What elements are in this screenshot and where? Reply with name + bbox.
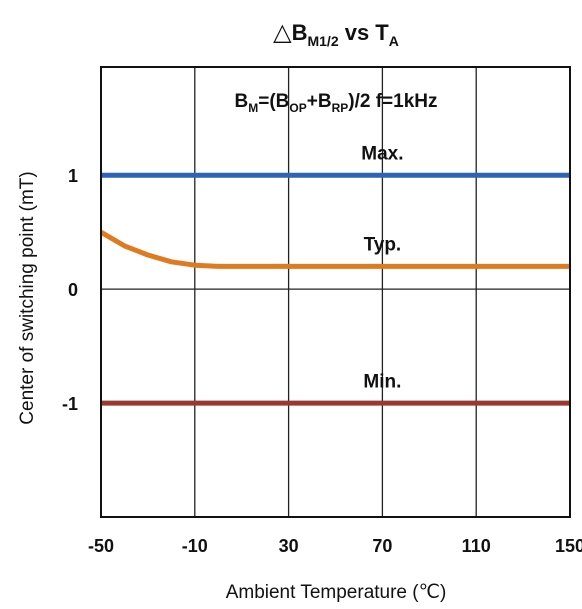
plot-frame <box>100 66 571 518</box>
formula-part: B <box>235 91 249 112</box>
series-label-typ: Typ. <box>364 235 402 256</box>
formula-part: OP <box>289 101 306 115</box>
formula-part: =(B <box>258 91 289 112</box>
series-label-max: Max. <box>361 143 403 164</box>
formula-annotation: BM=(BOP+BRP)/2 f=1kHz <box>235 91 438 115</box>
formula-part: +B <box>307 91 332 112</box>
formula-part: M <box>248 101 258 115</box>
y-tick-label: 1 <box>68 166 78 186</box>
x-tick-label: 70 <box>372 536 392 556</box>
x-tick-label: -10 <box>182 536 208 556</box>
x-tick-label: 30 <box>279 536 299 556</box>
formula-part: )/2 f=1kHz <box>348 91 437 112</box>
series-line-typ <box>99 230 570 269</box>
x-tick-label: -50 <box>88 536 114 556</box>
title-sub2: A <box>389 33 399 49</box>
title-mid: vs T <box>339 20 390 45</box>
chart-title: △BM1/2 vs TA <box>273 19 399 49</box>
title-main: B <box>292 20 308 45</box>
formula-part: RP <box>332 101 349 115</box>
grid-lines <box>101 67 570 517</box>
x-tick-label: 110 <box>462 536 491 556</box>
title-sub: M1/2 <box>307 33 338 49</box>
x-axis-label: Ambient Temperature (℃) <box>226 582 447 603</box>
series-lines <box>99 172 570 406</box>
y-tick-label: -1 <box>62 394 78 414</box>
y-tick-label: 0 <box>68 280 78 300</box>
x-tick-label: 150 <box>555 536 582 556</box>
annotations: Max. Typ. Min. <box>361 143 403 392</box>
tick-labels: -50 -10 30 70 110 150 1 0 -1 <box>62 166 582 556</box>
series-label-min: Min. <box>363 371 401 392</box>
y-axis-label: Center of switching point (mT) <box>17 171 38 424</box>
title-symbol: △ <box>273 19 292 46</box>
